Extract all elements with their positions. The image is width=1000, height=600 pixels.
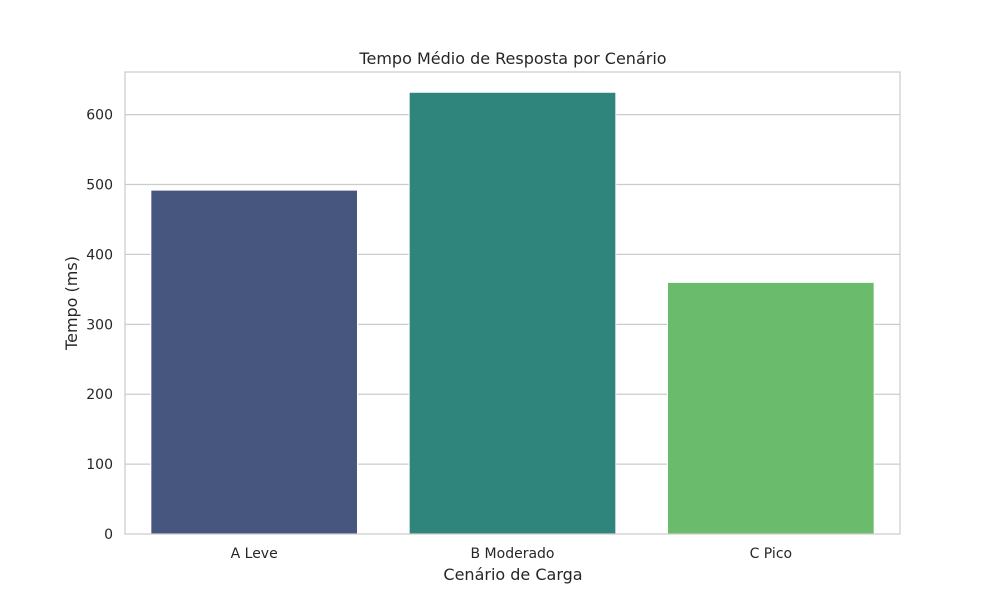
y-tick-label: 600 [86,108,113,124]
bar-c-pico [667,281,875,535]
y-tick-labels: 0 100 200 300 400 500 600 [86,108,113,543]
y-tick-label: 100 [86,457,113,473]
y-tick-label: 500 [86,178,113,194]
y-tick-label: 300 [86,317,113,333]
bars [150,91,875,535]
y-tick-label: 400 [86,247,113,263]
x-tick-label: B Moderado [471,546,555,562]
x-tick-labels: A Leve B Moderado C Pico [231,546,792,562]
x-tick-label: C Pico [750,546,793,562]
chart-title: Tempo Médio de Resposta por Cenário [358,49,666,68]
plot-frame [124,71,901,535]
bar-b-moderado [408,91,617,535]
y-tick-label: 0 [104,527,113,543]
x-axis-title: Cenário de Carga [443,565,582,584]
bar-a-leve [150,189,358,535]
y-axis-title: Tempo (ms) [62,256,81,351]
x-tick-label: A Leve [231,546,278,562]
y-tick-label: 200 [86,387,113,403]
